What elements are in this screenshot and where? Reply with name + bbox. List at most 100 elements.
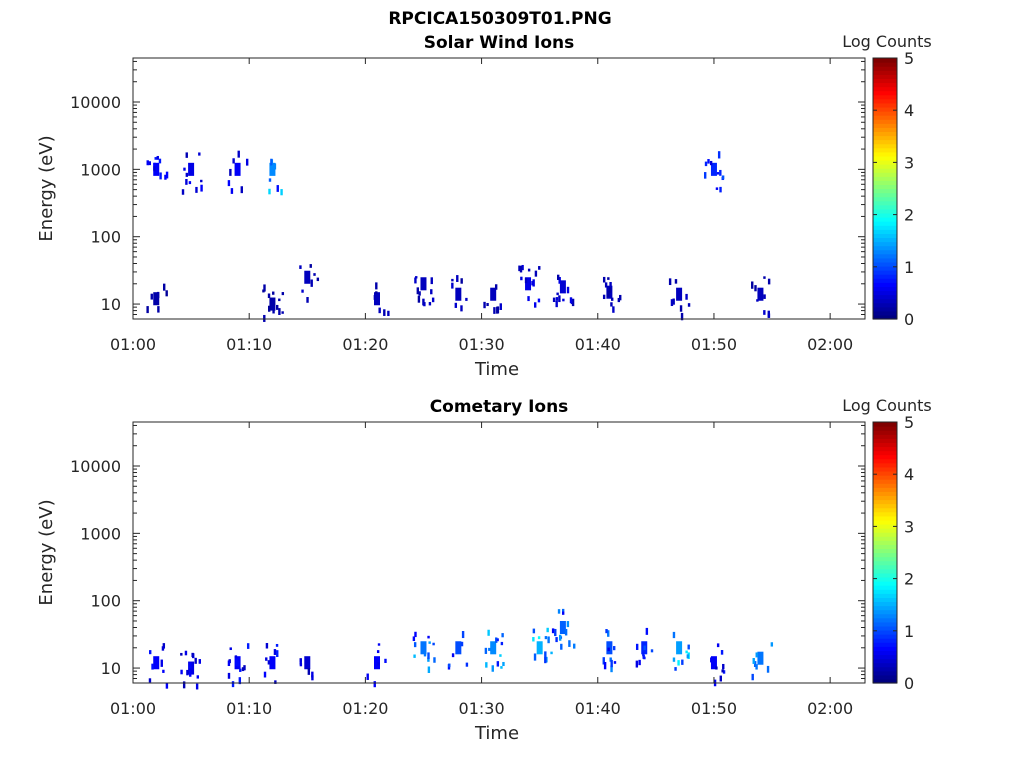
colorbar-segment bbox=[873, 450, 897, 456]
heatmap-speckle bbox=[274, 680, 277, 684]
colorbar-segment bbox=[873, 204, 897, 210]
colorbar-tick-label: 4 bbox=[904, 101, 914, 120]
heatmap-speckle bbox=[612, 646, 616, 651]
colorbar-segment bbox=[873, 629, 897, 635]
heatmap-speckle bbox=[276, 650, 279, 657]
y-axis-label: Energy (eV) bbox=[36, 499, 57, 605]
heatmap-speckle bbox=[573, 643, 576, 649]
heatmap-speckle bbox=[487, 629, 490, 636]
heatmap-speckle bbox=[703, 172, 707, 179]
heatmap-speckle bbox=[495, 637, 498, 643]
figure-title: RPCICA150309T01.PNG bbox=[388, 9, 611, 29]
colorbar-segment bbox=[873, 442, 897, 448]
colorbar-segment bbox=[873, 282, 897, 287]
heatmap-speckle bbox=[240, 186, 243, 194]
heatmap-speckle bbox=[770, 642, 774, 647]
heatmap-speckle bbox=[681, 659, 684, 665]
heatmap-speckle bbox=[268, 178, 272, 182]
heatmap-cell bbox=[757, 651, 764, 665]
heatmap-cell bbox=[676, 287, 683, 301]
heatmap-speckle bbox=[716, 172, 720, 175]
heatmap-speckle bbox=[278, 308, 281, 315]
heatmap-speckle bbox=[524, 277, 528, 284]
heatmap-speckle bbox=[198, 659, 202, 664]
colorbar-segment bbox=[873, 278, 897, 283]
heatmap-speckle bbox=[155, 664, 158, 668]
plot-frame bbox=[132, 421, 866, 684]
heatmap-cell bbox=[490, 287, 497, 301]
colorbar-segment bbox=[873, 515, 897, 521]
heatmap-speckle bbox=[180, 669, 183, 675]
colorbar-segment bbox=[873, 98, 897, 104]
heatmap-speckle bbox=[554, 628, 557, 637]
heatmap-speckle bbox=[164, 174, 167, 180]
heatmap-speckle bbox=[719, 186, 722, 193]
colorbar-segment bbox=[873, 147, 897, 153]
colorbar-segment bbox=[873, 168, 897, 173]
colorbar-segment bbox=[873, 294, 897, 300]
heatmap-speckle bbox=[556, 292, 559, 296]
colorbar-segment bbox=[873, 564, 897, 570]
heatmap-speckle bbox=[241, 667, 245, 672]
y-axis-label: Energy (eV) bbox=[36, 135, 57, 241]
heatmap-speckle bbox=[500, 666, 503, 669]
heatmap-speckle bbox=[281, 311, 284, 314]
x-tick-label: 01:50 bbox=[691, 335, 737, 354]
heatmap-speckle bbox=[569, 297, 573, 304]
colorbar-segment bbox=[873, 674, 897, 680]
heatmap-speckle bbox=[153, 166, 156, 172]
heatmap-speckle bbox=[366, 673, 369, 680]
heatmap-speckle bbox=[672, 631, 676, 639]
heatmap-speckle bbox=[677, 660, 680, 666]
heatmap-speckle bbox=[720, 650, 724, 655]
heatmap-cell bbox=[269, 297, 276, 311]
colorbar-segment bbox=[873, 670, 897, 676]
heatmap-speckle bbox=[558, 276, 561, 284]
x-axis-label: Time bbox=[474, 723, 519, 744]
heatmap-speckle bbox=[460, 641, 464, 647]
heatmap-speckle bbox=[384, 658, 387, 663]
heatmap-speckle bbox=[520, 276, 523, 281]
heatmap-speckle bbox=[373, 295, 377, 300]
heatmap-speckle bbox=[602, 294, 606, 300]
colorbar-segment bbox=[873, 102, 897, 108]
heatmap-speckle bbox=[719, 169, 722, 176]
colorbar-segment bbox=[873, 74, 897, 79]
colorbar-segment bbox=[873, 135, 897, 141]
heatmap-speckle bbox=[668, 278, 672, 286]
heatmap-speckle bbox=[237, 150, 240, 158]
x-tick-label: 01:10 bbox=[226, 335, 272, 354]
heatmap-speckle bbox=[544, 651, 547, 659]
heatmap-speckle bbox=[558, 634, 562, 641]
colorbar-segment bbox=[873, 556, 897, 562]
heatmap-speckle bbox=[561, 608, 565, 612]
heatmap-cell bbox=[455, 287, 462, 301]
heatmap-speckle bbox=[165, 171, 169, 179]
heatmap-speckle bbox=[564, 628, 568, 636]
x-tick-label: 01:00 bbox=[110, 699, 156, 718]
colorbar-segment bbox=[873, 176, 897, 181]
heatmap-cell bbox=[455, 641, 462, 655]
heatmap-speckle bbox=[150, 293, 153, 300]
heatmap-speckle bbox=[496, 661, 500, 667]
heatmap-speckle bbox=[709, 160, 713, 166]
heatmap-speckle bbox=[550, 651, 553, 655]
heatmap-speckle bbox=[280, 189, 283, 196]
heatmap-speckle bbox=[555, 297, 559, 301]
heatmap-speckle bbox=[602, 657, 605, 665]
heatmap-speckle bbox=[229, 647, 232, 651]
colorbar-segment bbox=[873, 123, 897, 128]
x-tick-label: 02:00 bbox=[807, 335, 853, 354]
colorbar-segment bbox=[873, 523, 897, 529]
heatmap-speckle bbox=[763, 294, 766, 299]
heatmap-speckle bbox=[547, 636, 550, 644]
colorbar-segment bbox=[873, 568, 897, 574]
x-tick-label: 02:00 bbox=[807, 699, 853, 718]
heatmap-speckle bbox=[617, 297, 621, 303]
x-tick-label: 01:00 bbox=[110, 335, 156, 354]
heatmap-speckle bbox=[763, 310, 766, 315]
heatmap-speckle bbox=[427, 666, 431, 673]
heatmap-speckle bbox=[307, 667, 311, 675]
x-tick-label: 01:20 bbox=[342, 335, 388, 354]
colorbar-segment bbox=[873, 609, 897, 615]
